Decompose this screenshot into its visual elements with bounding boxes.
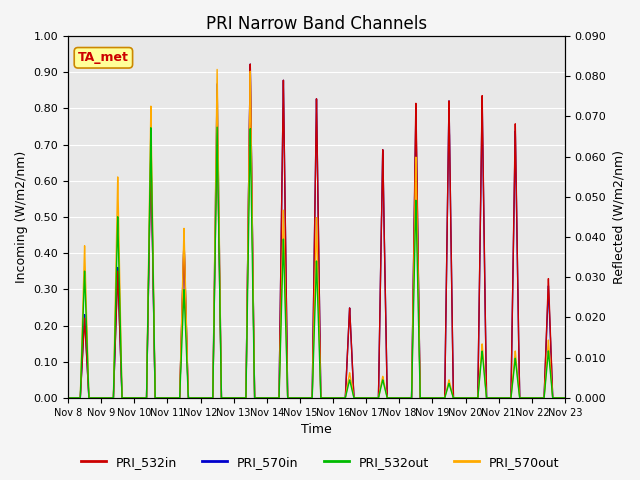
Y-axis label: Incoming (W/m2/nm): Incoming (W/m2/nm) [15,151,28,283]
X-axis label: Time: Time [301,423,332,436]
Title: PRI Narrow Band Channels: PRI Narrow Band Channels [206,15,427,33]
Legend: PRI_532in, PRI_570in, PRI_532out, PRI_570out: PRI_532in, PRI_570in, PRI_532out, PRI_57… [76,451,564,474]
Y-axis label: Reflected (W/m2/nm): Reflected (W/m2/nm) [612,150,625,284]
Text: TA_met: TA_met [78,51,129,64]
